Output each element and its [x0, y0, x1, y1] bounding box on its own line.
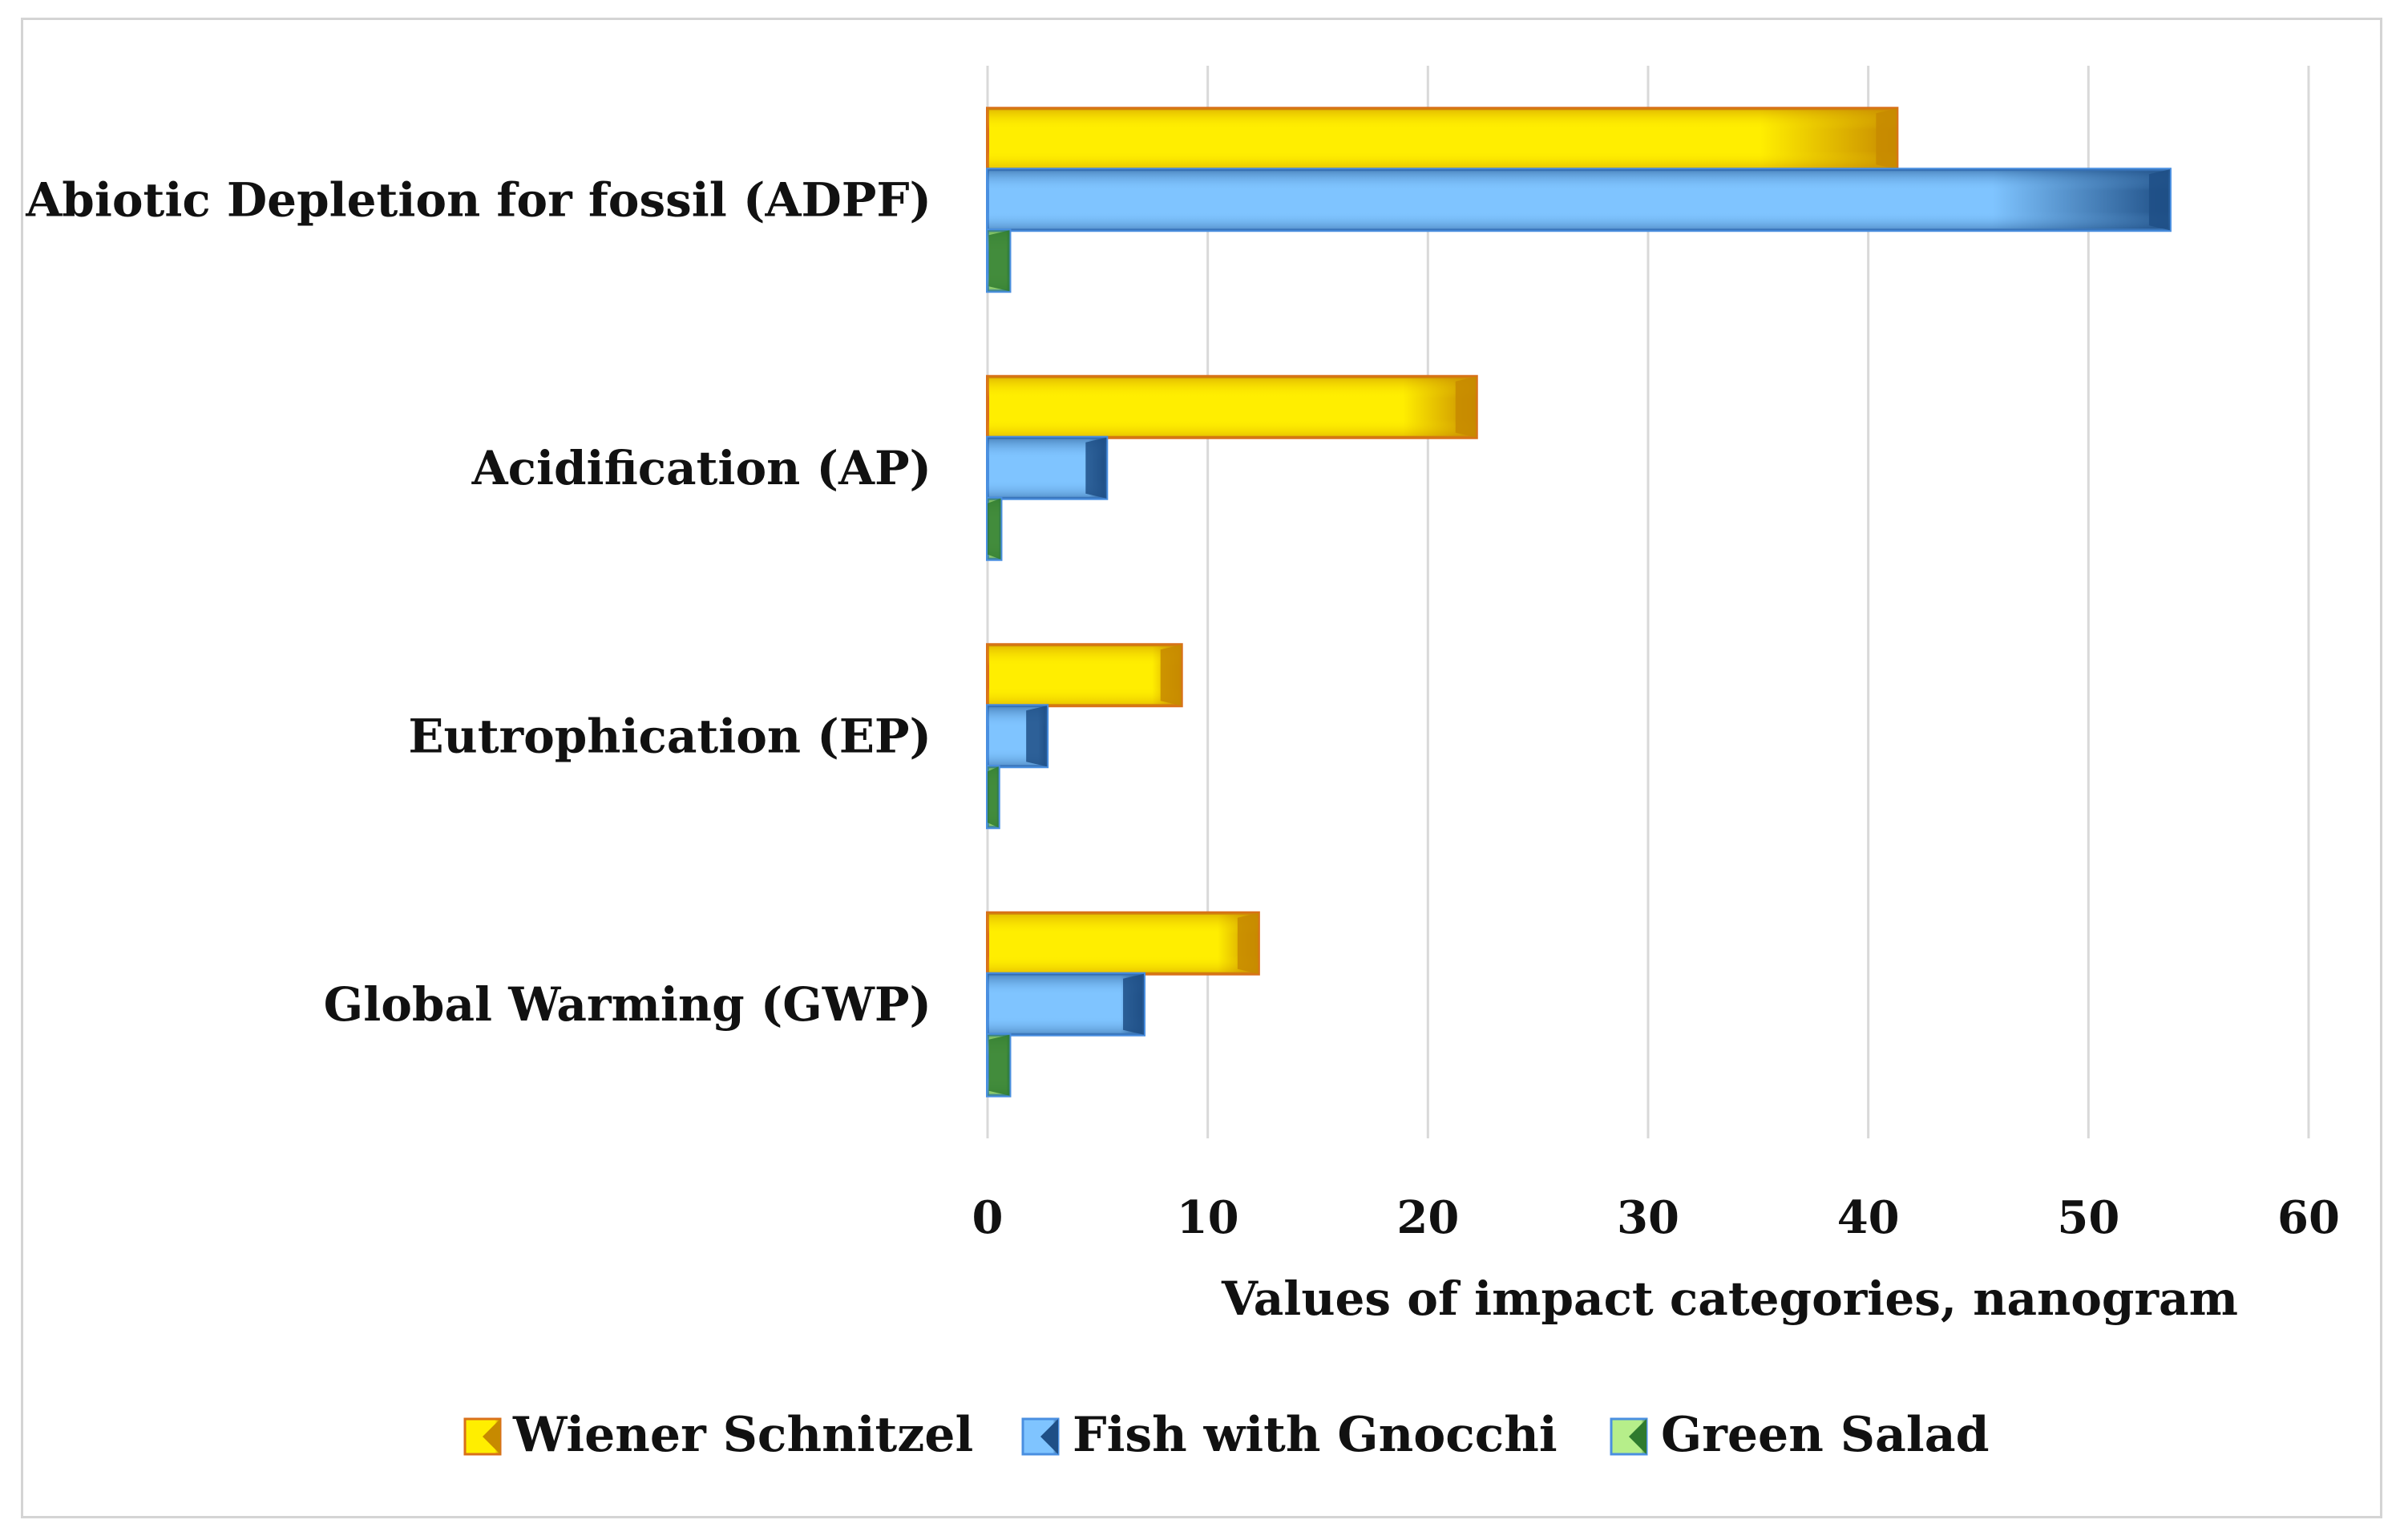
- category-label: Abiotic Depletion for fossil (ADPF): [25, 172, 931, 227]
- tick-label: 40: [1837, 1191, 1900, 1244]
- bar-cap-green-salad: [988, 1034, 1010, 1096]
- bar-cap-wiener-schnitzel: [1455, 376, 1477, 438]
- bar-cap-green-salad: [988, 498, 1001, 560]
- bar-cap-green-salad: [988, 766, 999, 828]
- legend-label-green-salad: Green Salad: [1661, 1407, 1990, 1463]
- bar-cap-fish-with-gnocchi: [1026, 705, 1048, 767]
- legend-label-wiener-schnitzel: Wiener Schnitzel: [512, 1407, 973, 1463]
- bar-cap-fish-with-gnocchi: [2148, 169, 2170, 231]
- tick-label: 20: [1396, 1191, 1459, 1244]
- bar-cap-fish-with-gnocchi: [1123, 973, 1145, 1035]
- legend-label-fish-with-gnocchi: Fish with Gnocchi: [1073, 1407, 1558, 1463]
- category-axis-labels: Abiotic Depletion for fossil (ADPF) Acidi…: [25, 172, 931, 1032]
- value-axis-tick-labels: 0 10 20 30 40 50 60: [972, 1191, 2340, 1244]
- bar-bevel-wiener-schnitzel: [988, 108, 1897, 170]
- bar-bevel-fish-with-gnocchi: [988, 973, 1145, 1035]
- bar-cap-wiener-schnitzel: [1876, 108, 1897, 170]
- bar-cap-wiener-schnitzel: [1160, 645, 1182, 706]
- bar-cap-green-salad: [988, 230, 1010, 292]
- category-label: Global Warming (GWP): [324, 977, 931, 1032]
- category-label: Acidification (AP): [471, 441, 931, 495]
- bar-bevel-wiener-schnitzel: [988, 912, 1259, 974]
- tick-label: 50: [2057, 1191, 2119, 1244]
- legend: Wiener Schnitzel Fish with Gnocchi Green S…: [463, 1407, 1990, 1463]
- bar-series: [986, 107, 2172, 1097]
- tick-label: 0: [972, 1191, 1004, 1244]
- chart-frame: [21, 18, 2382, 1518]
- bar-bevel-fish-with-gnocchi: [988, 169, 2170, 231]
- legend-swatch-bevel: [1629, 1419, 1646, 1454]
- bar-bevel-wiener-schnitzel: [988, 645, 1182, 706]
- category-label: Eutrophication (EP): [408, 709, 931, 763]
- bar-cap-wiener-schnitzel: [1237, 912, 1259, 974]
- legend-swatch-bevel: [1040, 1419, 1058, 1454]
- x-axis-title: Values of impact categories, nanogram: [1221, 1271, 2238, 1326]
- tick-label: 30: [1617, 1191, 1679, 1244]
- legend-swatch-bevel: [483, 1419, 500, 1454]
- bar-cap-fish-with-gnocchi: [1085, 437, 1107, 499]
- tick-label: 10: [1177, 1191, 1239, 1244]
- bar-bevel-wiener-schnitzel: [988, 376, 1477, 438]
- tick-label: 60: [2277, 1191, 2340, 1244]
